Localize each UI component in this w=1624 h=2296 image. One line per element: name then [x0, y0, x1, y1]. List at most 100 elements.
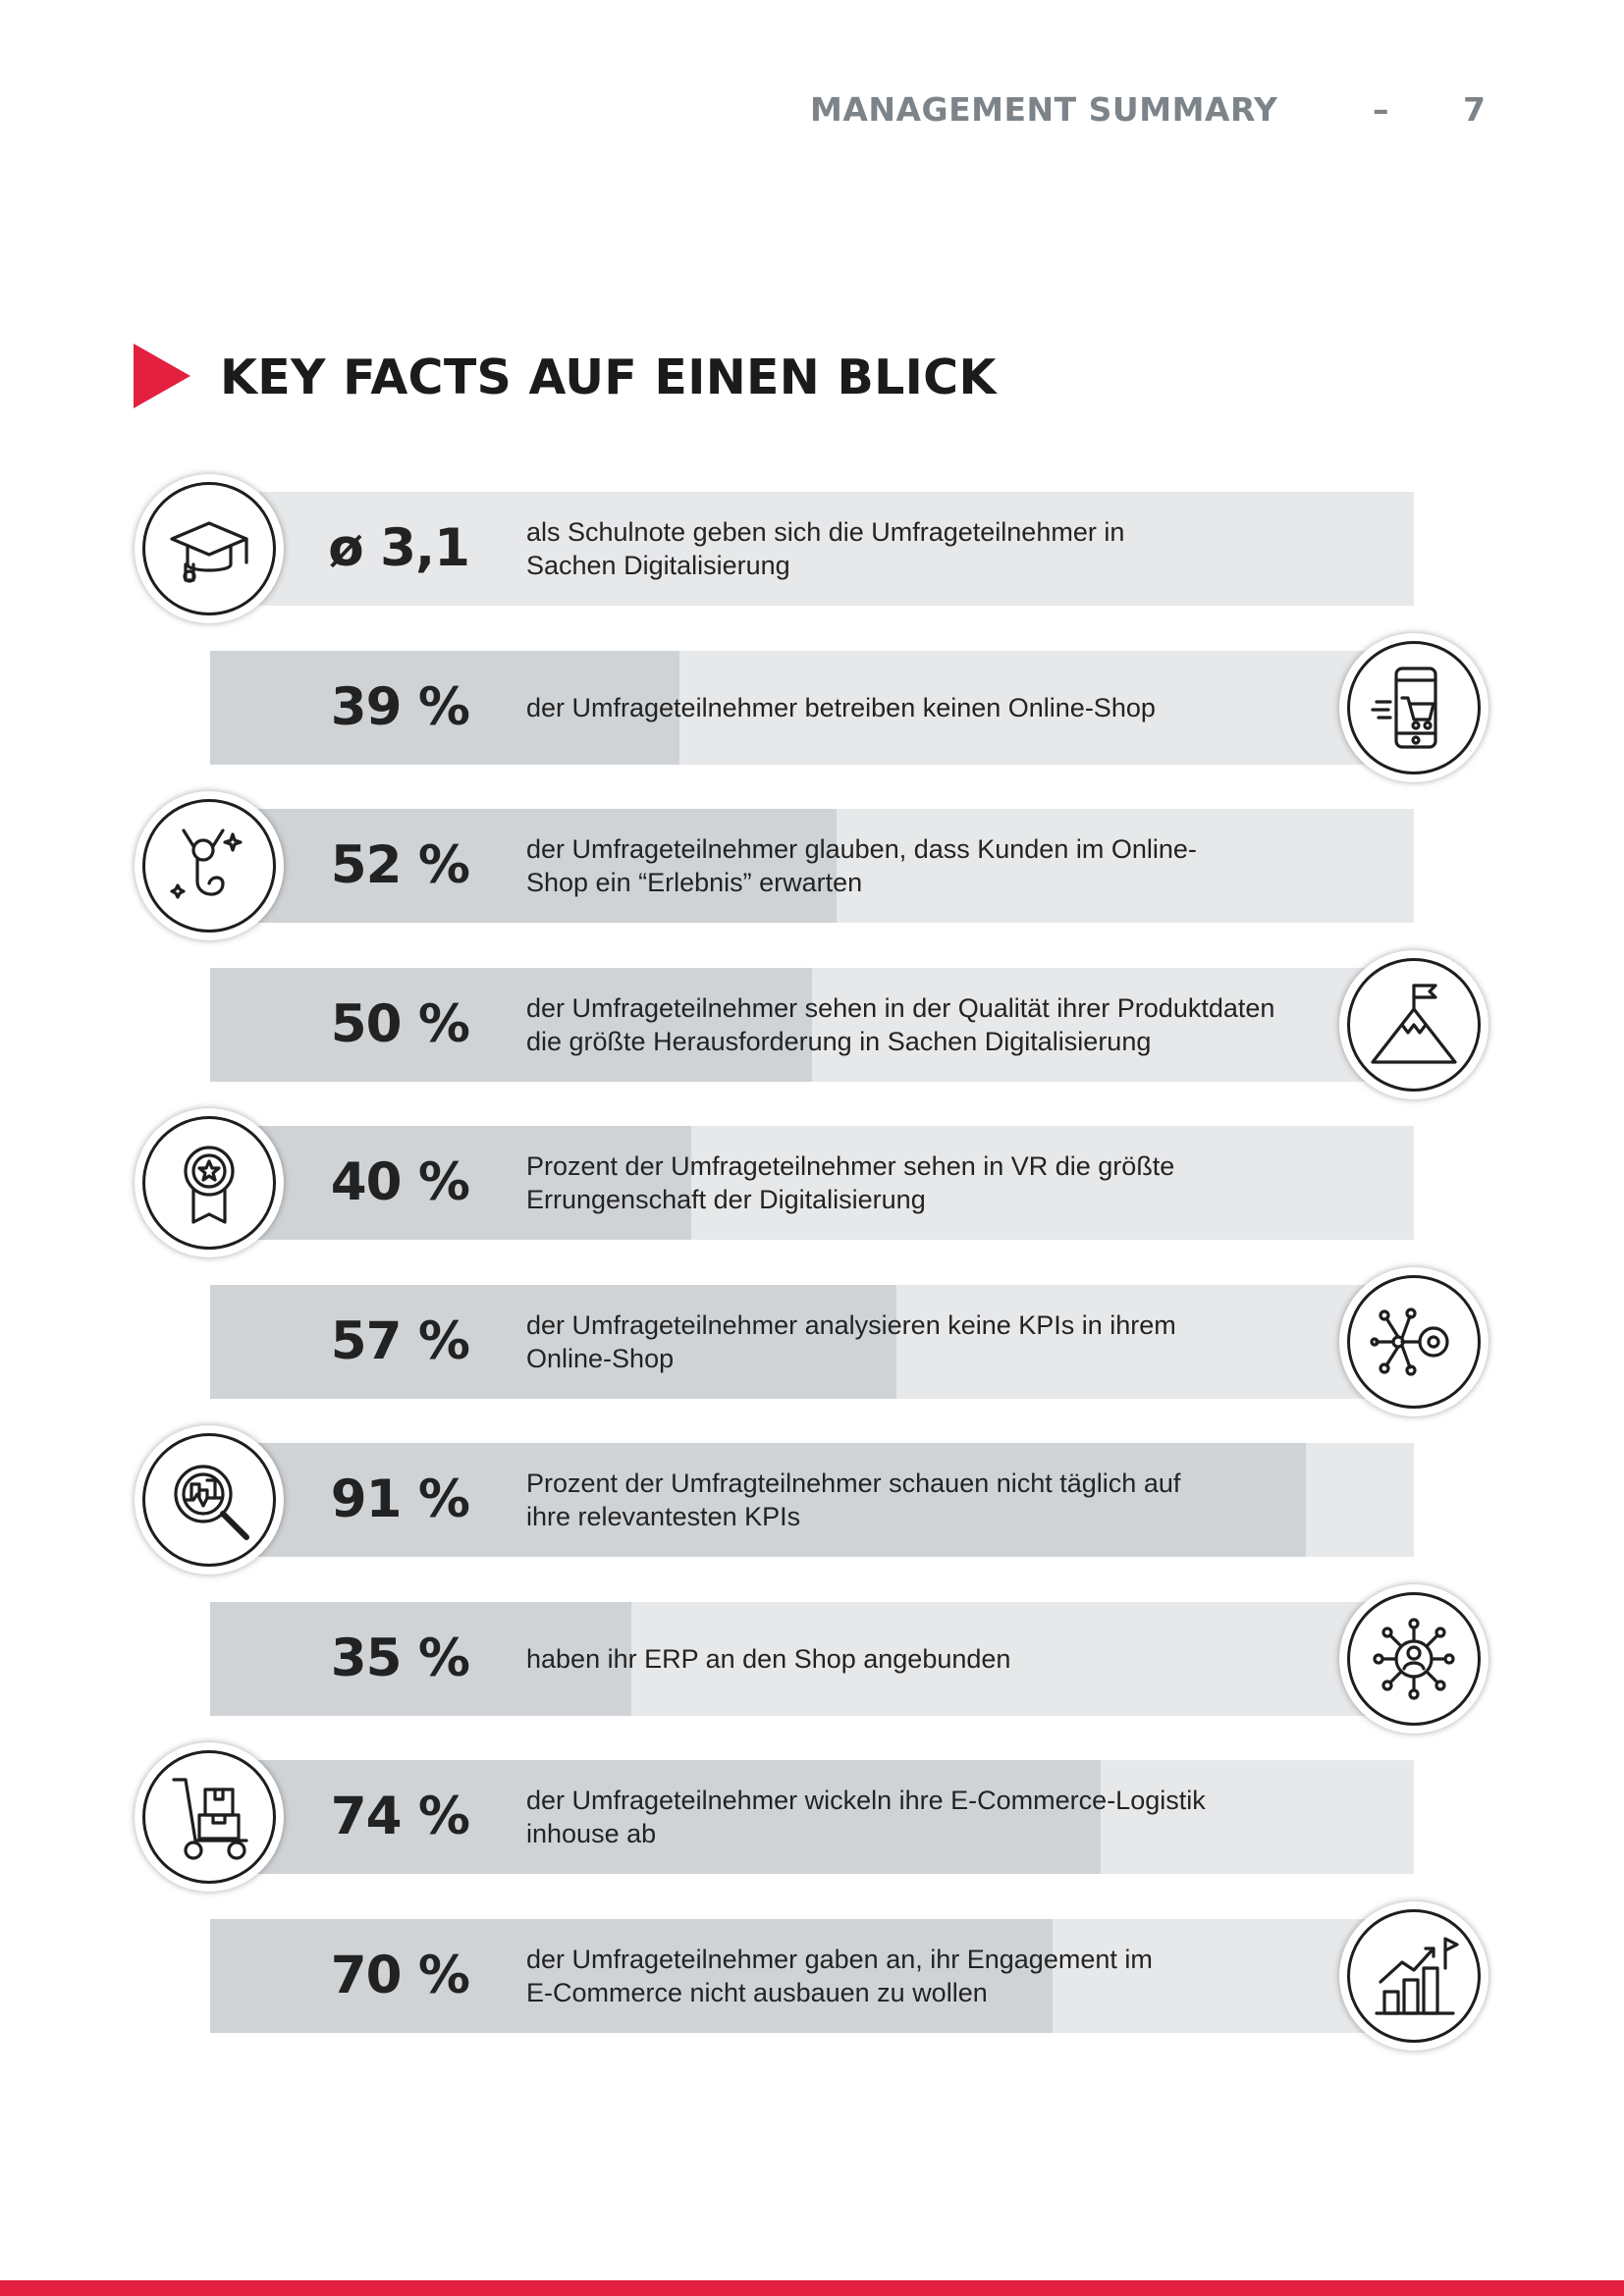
fact-description-line: Errungenschaft der Digitalisierung [526, 1185, 926, 1214]
network-key-icon [1370, 1308, 1449, 1376]
hand-truck-boxes-icon [172, 1778, 248, 1860]
fact-value: 70 % [330, 1946, 470, 2005]
fact-bar-fill [210, 1760, 1102, 1874]
icon-ring [142, 1433, 276, 1567]
fact-description: der Umfrageteilnehmer analysieren keine … [526, 1285, 1312, 1399]
fact-row: ø 3,1 als Schulnote geben sich die Umfrag… [0, 474, 1624, 623]
fact-row: 57 % der Umfrageteilnehmer analysieren ke… [0, 1267, 1624, 1416]
fact-description-line: Shop ein “Erlebnis” erwarten [526, 868, 863, 897]
icon-ring [142, 799, 276, 933]
fact-value: 74 % [330, 1787, 470, 1846]
connected-user-network-icon [1373, 1618, 1455, 1700]
growth-chart-flag-icon [1375, 1937, 1459, 2015]
fact-description-line: der Umfrageteilnehmer gaben an, ihr Enga… [526, 1945, 1153, 1974]
mobile-shop-cart-icon [1371, 667, 1437, 749]
icon-ring [142, 1750, 276, 1884]
fact-description: der Umfrageteilnehmer gaben an, ihr Enga… [526, 1919, 1312, 2033]
fact-description-line: inhouse ab [526, 1819, 657, 1848]
fact-bar-fill [210, 809, 837, 923]
fact-row: 40 % Prozent der Umfrageteilnehmer sehen … [0, 1108, 1624, 1257]
fact-description: der Umfrageteilnehmer betreiben keinen O… [526, 651, 1312, 765]
fact-description-line: der Umfrageteilnehmer wickeln ihre E-Com… [526, 1786, 1206, 1815]
fact-description-line: Sachen Digitalisierung [526, 551, 790, 580]
fact-bar-track [210, 1760, 1414, 1874]
excited-customer-icon [170, 828, 243, 899]
fact-row: 50 % der Umfrageteilnehmer sehen in der Q… [0, 950, 1624, 1099]
fact-value: 40 % [330, 1152, 470, 1212]
fact-bar-track [210, 1602, 1394, 1716]
fact-icon-badge [135, 1425, 284, 1575]
fact-row: 91 % Prozent der Umfragteilnehmer schauen… [0, 1425, 1624, 1575]
fact-icon-badge [135, 474, 284, 623]
fact-bar-fill [210, 968, 812, 1082]
icon-ring [1347, 958, 1481, 1092]
fact-bar-track [210, 968, 1394, 1082]
fact-bar-fill [210, 1126, 692, 1240]
fact-value: ø 3,1 [328, 518, 470, 578]
icon-ring [142, 1116, 276, 1250]
fact-icon-badge [1339, 633, 1489, 782]
fact-bar-track [210, 1285, 1394, 1399]
fact-bar-fill [210, 651, 680, 765]
fact-description: der Umfrageteilnehmer glauben, dass Kund… [526, 809, 1312, 923]
fact-bar-track [210, 1443, 1414, 1557]
fact-description-line: Online-Shop [526, 1344, 675, 1373]
fact-bar-track [210, 651, 1394, 765]
fact-bar-fill [210, 1443, 1306, 1557]
fact-description: als Schulnote geben sich die Umfrageteil… [526, 492, 1312, 606]
fact-icon-badge [1339, 1901, 1489, 2051]
icon-ring [142, 482, 276, 615]
fact-description: der Umfrageteilnehmer sehen in der Quali… [526, 968, 1312, 1082]
analytics-magnifier-icon [174, 1465, 249, 1540]
running-header: MANAGEMENT SUMMARY – 7 [0, 90, 1624, 130]
fact-row: 74 % der Umfrageteilnehmer wickeln ihre E… [0, 1742, 1624, 1892]
fact-description: Prozent der Umfrageteilnehmer sehen in V… [526, 1126, 1312, 1240]
fact-row: 52 % der Umfrageteilnehmer glauben, dass … [0, 791, 1624, 940]
fact-row: 35 % haben ihr ERP an den Shop angebunden [0, 1584, 1624, 1734]
fact-bar-track [259, 492, 1414, 606]
fact-description-line: Prozent der Umfrageteilnehmer sehen in V… [526, 1151, 1175, 1181]
fact-bar-track [210, 1919, 1394, 2033]
fact-bar-fill [210, 1919, 1054, 2033]
fact-value: 35 % [330, 1629, 470, 1688]
heading-title: KEY FACTS AUF EINEN BLICK [220, 349, 997, 405]
fact-description-line: der Umfrageteilnehmer glauben, dass Kund… [526, 834, 1197, 864]
fact-icon-badge [135, 1108, 284, 1257]
graduation-cap-icon [170, 521, 248, 583]
icon-ring [1347, 641, 1481, 774]
icon-ring [1347, 1592, 1481, 1726]
page-number: 7 [1463, 90, 1487, 129]
fact-description: der Umfrageteilnehmer wickeln ihre E-Com… [526, 1760, 1312, 1874]
fact-description: haben ihr ERP an den Shop angebunden [526, 1602, 1312, 1716]
footer-accent-bar [0, 2280, 1624, 2296]
fact-value: 52 % [330, 835, 470, 895]
fact-row: 39 % der Umfrageteilnehmer betreiben kein… [0, 633, 1624, 782]
fact-icon-badge [1339, 1267, 1489, 1416]
fact-value: 57 % [330, 1311, 470, 1371]
fact-icon-badge [1339, 1584, 1489, 1734]
fact-value: 91 % [330, 1469, 470, 1529]
fact-description-line: haben ihr ERP an den Shop angebunden [526, 1644, 1011, 1674]
fact-icon-badge [1339, 950, 1489, 1099]
fact-row: 70 % der Umfrageteilnehmer gaben an, ihr … [0, 1901, 1624, 2051]
fact-icon-badge [135, 791, 284, 940]
icon-ring [1347, 1909, 1481, 2043]
fact-description-line: ihre relevantesten KPIs [526, 1502, 801, 1531]
fact-bar-track [210, 809, 1414, 923]
fact-description-line: der Umfrageteilnehmer betreiben keinen O… [526, 693, 1156, 722]
fact-description-line: die größte Herausforderung in Sachen Dig… [526, 1027, 1152, 1056]
fact-description: Prozent der Umfragteilnehmer schauen nic… [526, 1443, 1312, 1557]
section-title: MANAGEMENT SUMMARY [810, 90, 1278, 129]
header-separator: – [1373, 90, 1389, 129]
fact-value: 50 % [330, 994, 470, 1054]
fact-description-line: E-Commerce nicht ausbauen zu wollen [526, 1978, 988, 2007]
fact-value: 39 % [330, 677, 470, 737]
award-medal-icon [184, 1146, 235, 1224]
fact-description-line: der Umfrageteilnehmer analysieren keine … [526, 1310, 1176, 1340]
fact-icon-badge [135, 1742, 284, 1892]
fact-description-line: als Schulnote geben sich die Umfrageteil… [526, 517, 1125, 547]
fact-description-line: Prozent der Umfragteilnehmer schauen nic… [526, 1468, 1181, 1498]
play-triangle-icon [134, 344, 190, 408]
fact-bar-fill [210, 1602, 632, 1716]
